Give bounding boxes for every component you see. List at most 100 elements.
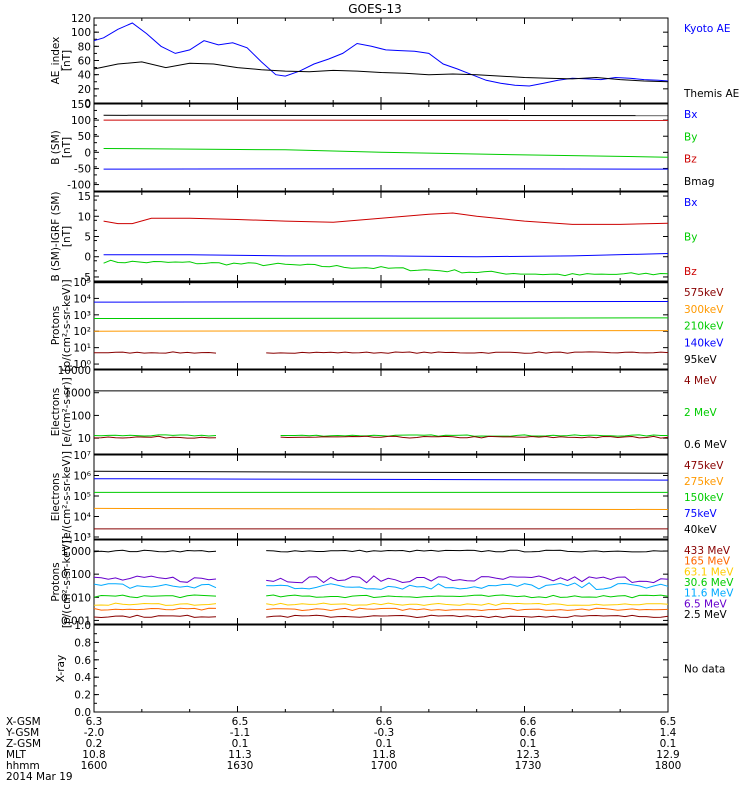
y-tick-label: 10² (73, 326, 91, 338)
footer-value: 1700 (371, 760, 398, 772)
y-tick-label: 20 (78, 84, 91, 96)
panel-7-series-3-line (266, 582, 669, 591)
panel-7-series-2-line (266, 575, 669, 584)
y-tick-label: 40 (78, 70, 91, 82)
panel-5-series-2-line (93, 434, 217, 437)
y-axis-label: Protons (50, 306, 62, 345)
footer-value: 0.1 (376, 738, 393, 750)
legend-label: 275keV (684, 476, 724, 488)
panel-4-series-5-line (94, 351, 217, 354)
panel-5-series-2-line (280, 434, 668, 437)
y-axis-label: [p/(cm²-s-sr-keV)] (61, 279, 73, 371)
y-tick-label: 10³ (73, 532, 91, 544)
footer-value: 1600 (81, 760, 108, 772)
footer-value: 0.1 (660, 738, 677, 750)
legend-label: 210keV (684, 321, 724, 333)
panel-7-series-7-line (93, 614, 217, 619)
legend-label: Bz (684, 266, 697, 278)
y-tick-label: 60 (78, 56, 91, 68)
legend-label: Bz (684, 154, 697, 166)
panel-7-series-4-line (93, 594, 217, 599)
y-tick-label: 10⁴ (73, 512, 91, 524)
y-axis-label: [e/(cm²-s-sr-keV)] (61, 451, 73, 543)
footer-value: 10.8 (82, 749, 105, 761)
legend-label: 40keV (684, 524, 718, 536)
y-axis-label: Electrons (50, 473, 62, 522)
legend-label: 300keV (684, 304, 724, 316)
y-tick-label: 10⁴ (73, 293, 91, 305)
footer-value: 6.5 (660, 716, 677, 728)
legend-label: No data (684, 664, 725, 676)
panel-7-series-5-line (266, 602, 669, 606)
panel-frame (93, 281, 669, 370)
panel-7-series-2-line (93, 575, 217, 583)
legend-label: 475keV (684, 460, 724, 472)
footer-value: 11.3 (228, 749, 251, 761)
footer-value: 0.1 (520, 738, 537, 750)
panel-4-series-5-line (266, 351, 669, 354)
legend-label: 75keV (684, 508, 718, 520)
y-axis-label: X-ray (55, 655, 67, 682)
y-tick-label: 5 (84, 232, 91, 244)
footer-row-label: MLT (6, 749, 26, 761)
y-tick-label: 1.000 (61, 546, 91, 558)
panel-frame (93, 17, 669, 104)
footer-value: -1.1 (230, 727, 251, 739)
legend-label: Bx (684, 109, 697, 121)
y-tick-label: 10⁵ (73, 277, 91, 289)
footer-value: 6.3 (86, 716, 103, 728)
y-tick-label: 0.010 (61, 592, 91, 604)
legend-label: 433 MeV (684, 545, 731, 557)
y-tick-label: 0 (84, 252, 91, 264)
y-tick-label: 80 (78, 41, 91, 53)
panel-6-series-1-line (93, 470, 669, 474)
y-tick-label: 0.4 (74, 672, 91, 684)
legend-label: 6.5 MeV (684, 598, 728, 610)
legend-label: Bmag (684, 176, 715, 188)
panel-6-series-4-line (93, 507, 669, 510)
legend-label: Bx (684, 197, 697, 209)
y-tick-label: 10¹ (73, 343, 91, 355)
y-axis-label: [nT] (61, 226, 73, 247)
panel-frame (93, 454, 669, 540)
panel-4-series-3-line (93, 317, 669, 319)
y-axis-label: Protons (50, 562, 62, 601)
y-tick-label: -100 (67, 180, 91, 192)
legend-label: 2.5 MeV (684, 609, 728, 621)
y-axis-label: Electrons (50, 388, 62, 437)
panel-7-series-6-line (266, 607, 669, 612)
y-axis-label: [nT] (61, 50, 73, 71)
y-tick-label: 0.2 (74, 690, 91, 702)
panel-7-series-6-line (93, 607, 217, 611)
panel-7-series-4-line (266, 594, 669, 599)
y-tick-label: 120 (71, 13, 91, 25)
y-tick-label: 0.001 (61, 615, 91, 627)
y-tick-label: 1000 (64, 388, 91, 400)
footer-value: 1800 (655, 760, 682, 772)
footer-date: 2014 Mar 19 (6, 771, 73, 783)
panel-4-series-4-line (93, 330, 669, 332)
y-tick-label: 0.100 (61, 569, 91, 581)
panel-3-series-1-line (103, 212, 669, 225)
legend-label: 0.6 MeV (684, 439, 728, 451)
footer-value: -2.0 (84, 727, 105, 739)
footer-value: 1.4 (660, 727, 677, 739)
footer-value: -0.3 (374, 727, 395, 739)
panel-1-series-1-line (93, 22, 669, 87)
footer-value: 12.9 (656, 749, 679, 761)
panel-7-series-5-line (93, 602, 217, 606)
y-tick-label: 0.8 (74, 637, 91, 649)
footer-row-label: Z-GSM (6, 738, 41, 750)
panel-6-series-2-line (93, 478, 669, 481)
y-tick-label: 0.6 (74, 655, 91, 667)
y-axis-label: B (SM) (50, 130, 62, 164)
panel-7-series-3-line (93, 583, 217, 589)
legend-label: 11.6 MeV (684, 588, 734, 600)
panel-7-series-1-line (266, 549, 669, 553)
panel-7-series-1-line (93, 549, 217, 553)
footer-value: 1730 (515, 760, 542, 772)
y-tick-label: 0 (84, 98, 91, 110)
footer-row-label: Y-GSM (5, 727, 39, 739)
y-tick-label: 10 (78, 433, 91, 445)
legend-label: 4 MeV (684, 375, 718, 387)
